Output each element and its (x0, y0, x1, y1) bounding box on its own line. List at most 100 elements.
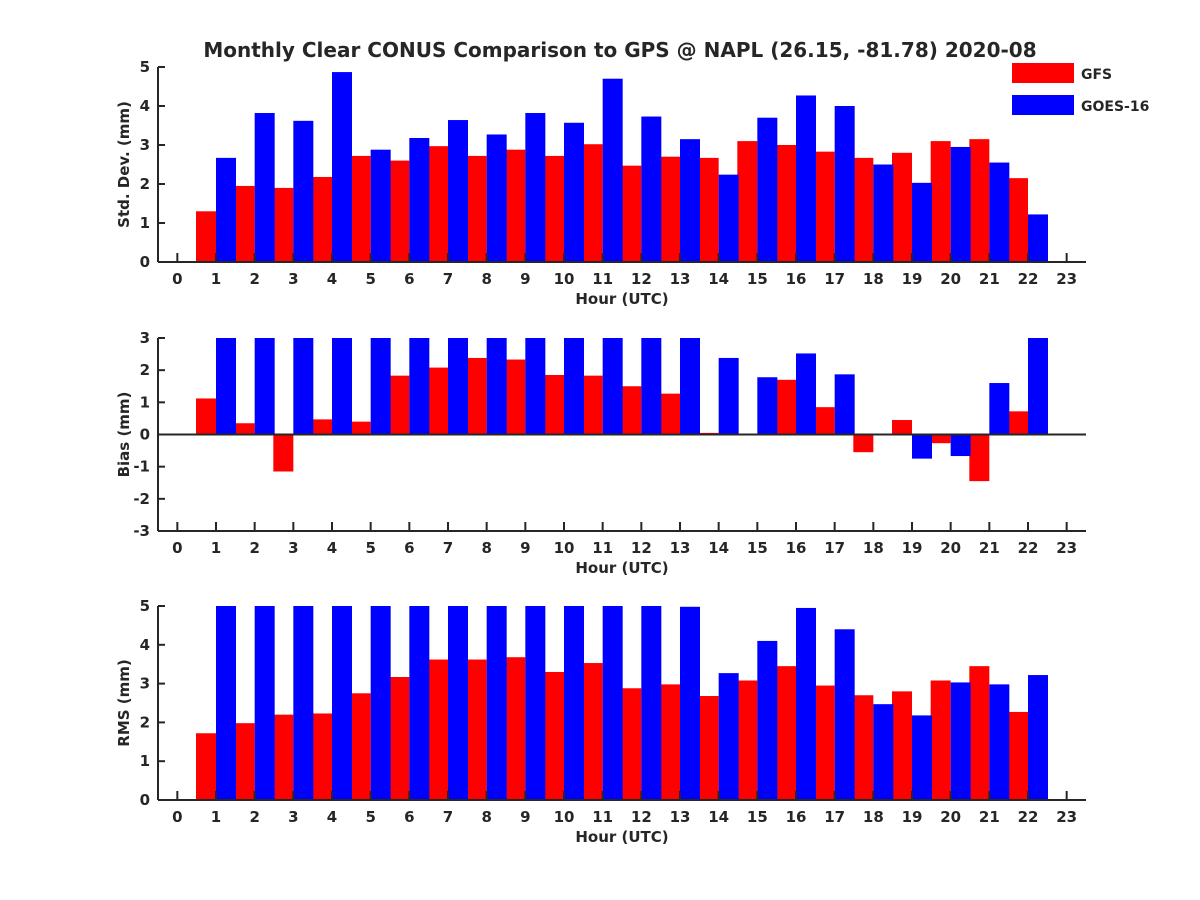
bar-gfs-hour-6 (389, 160, 410, 262)
bar-gfs-hour-5 (350, 421, 371, 435)
bar-gfs-hour-12 (621, 386, 642, 435)
bar-gfs-hour-12 (621, 165, 642, 262)
bar-gfs-hour-22 (1008, 411, 1028, 435)
bar-goes16-hour-10 (564, 606, 584, 800)
x-tick-label: 6 (404, 539, 414, 557)
bar-goes16-hour-11 (602, 338, 623, 435)
bar-gfs-hour-1 (196, 398, 216, 435)
bar-goes16-hour-1 (216, 338, 236, 435)
x-tick-label: 19 (902, 539, 923, 557)
x-tick-label: 3 (288, 539, 298, 557)
bar-goes16-hour-3 (293, 606, 314, 800)
x-tick-label: 21 (979, 808, 1000, 826)
bar-gfs-hour-19 (892, 691, 912, 800)
bar-gfs-hour-10 (544, 671, 564, 800)
bar-gfs-hour-7 (428, 146, 448, 262)
x-tick-label: 14 (708, 270, 729, 288)
bar-goes16-hour-8 (486, 134, 507, 262)
bar-gfs-hour-16 (776, 666, 796, 800)
x-tick-label: 1 (211, 808, 221, 826)
bar-goes16-hour-6 (409, 137, 430, 262)
x-tick-label: 8 (481, 270, 491, 288)
bar-goes16-hour-17 (834, 106, 855, 262)
x-axis-label: Hour (UTC) (575, 290, 668, 308)
legend-label-gfs: GFS (1081, 67, 1112, 83)
bar-gfs-hour-15 (737, 680, 758, 800)
bar-gfs-hour-8 (466, 357, 487, 435)
x-tick-label: 10 (554, 270, 575, 288)
bar-goes16-hour-15 (757, 640, 778, 800)
x-tick-label: 22 (1018, 270, 1039, 288)
bar-goes16-hour-21 (989, 383, 1010, 435)
bar-gfs-hour-16 (776, 379, 796, 435)
x-tick-label: 16 (786, 539, 807, 557)
x-tick-label: 15 (747, 270, 768, 288)
bar-goes16-hour-4 (332, 72, 352, 262)
x-tick-label: 15 (747, 808, 768, 826)
bar-goes16-hour-22 (1028, 675, 1048, 800)
bar-goes16-hour-9 (525, 338, 546, 435)
bar-gfs-hour-22 (1008, 711, 1028, 800)
bar-gfs-hour-20 (930, 680, 951, 800)
bar-goes16-hour-12 (641, 338, 662, 435)
x-tick-label: 9 (520, 808, 530, 826)
y-tick-label: -2 (133, 490, 150, 508)
bar-goes16-hour-14 (718, 673, 739, 800)
bar-gfs-hour-22 (1008, 178, 1028, 262)
x-tick-label: 0 (172, 808, 182, 826)
x-tick-label: 2 (249, 270, 259, 288)
bar-gfs-hour-18 (853, 695, 874, 800)
x-tick-label: 5 (365, 270, 375, 288)
y-tick-label: 2 (140, 361, 150, 379)
legend-swatch-goes16 (1012, 95, 1074, 115)
bar-gfs-hour-3 (273, 714, 294, 800)
x-tick-label: 10 (554, 539, 575, 557)
x-tick-label: 13 (670, 808, 691, 826)
y-tick-label: -1 (133, 458, 150, 476)
y-axis-label: RMS (mm) (115, 659, 133, 746)
legend-label-goes16: GOES-16 (1081, 99, 1149, 115)
bar-goes16-hour-6 (409, 338, 430, 435)
x-tick-label: 18 (863, 808, 884, 826)
bar-gfs-hour-6 (389, 677, 410, 800)
y-axis-label: Std. Dev. (mm) (115, 101, 133, 228)
bar-gfs-hour-13 (660, 393, 680, 435)
bar-gfs-hour-20 (930, 141, 951, 262)
legend-swatch-gfs (1012, 63, 1074, 83)
x-tick-label: 13 (670, 270, 691, 288)
bar-gfs-hour-13 (660, 684, 680, 800)
bar-goes16-hour-9 (525, 113, 546, 263)
bar-goes16-hour-15 (757, 117, 778, 262)
x-tick-label: 1 (211, 270, 221, 288)
y-tick-label: 1 (140, 752, 150, 770)
x-tick-label: 18 (863, 270, 884, 288)
bar-goes16-hour-22 (1028, 214, 1048, 262)
x-tick-label: 13 (670, 539, 691, 557)
y-axis-label: Bias (mm) (115, 392, 133, 478)
bar-goes16-hour-4 (332, 606, 352, 800)
bar-gfs-hour-20 (930, 434, 951, 444)
x-tick-label: 12 (631, 270, 652, 288)
x-tick-label: 14 (708, 808, 729, 826)
x-tick-label: 19 (902, 270, 923, 288)
x-tick-label: 23 (1056, 270, 1077, 288)
legend: GFS GOES-16 (1012, 63, 1149, 115)
x-tick-label: 19 (902, 808, 923, 826)
bar-goes16-hour-11 (602, 606, 623, 800)
bar-goes16-hour-2 (254, 338, 275, 435)
bar-gfs-hour-2 (234, 723, 255, 800)
bar-goes16-hour-13 (680, 139, 700, 262)
bar-goes16-hour-1 (216, 606, 236, 800)
bar-goes16-hour-5 (370, 606, 391, 800)
x-tick-label: 3 (288, 270, 298, 288)
bar-goes16-hour-20 (950, 682, 971, 800)
bar-gfs-hour-14 (698, 696, 719, 800)
bar-goes16-hour-7 (448, 338, 468, 435)
x-tick-label: 16 (786, 808, 807, 826)
x-tick-label: 5 (365, 808, 375, 826)
x-tick-label: 23 (1056, 808, 1077, 826)
bar-gfs-hour-11 (582, 375, 603, 435)
bar-goes16-hour-19 (912, 715, 932, 800)
bar-goes16-hour-5 (370, 338, 391, 435)
